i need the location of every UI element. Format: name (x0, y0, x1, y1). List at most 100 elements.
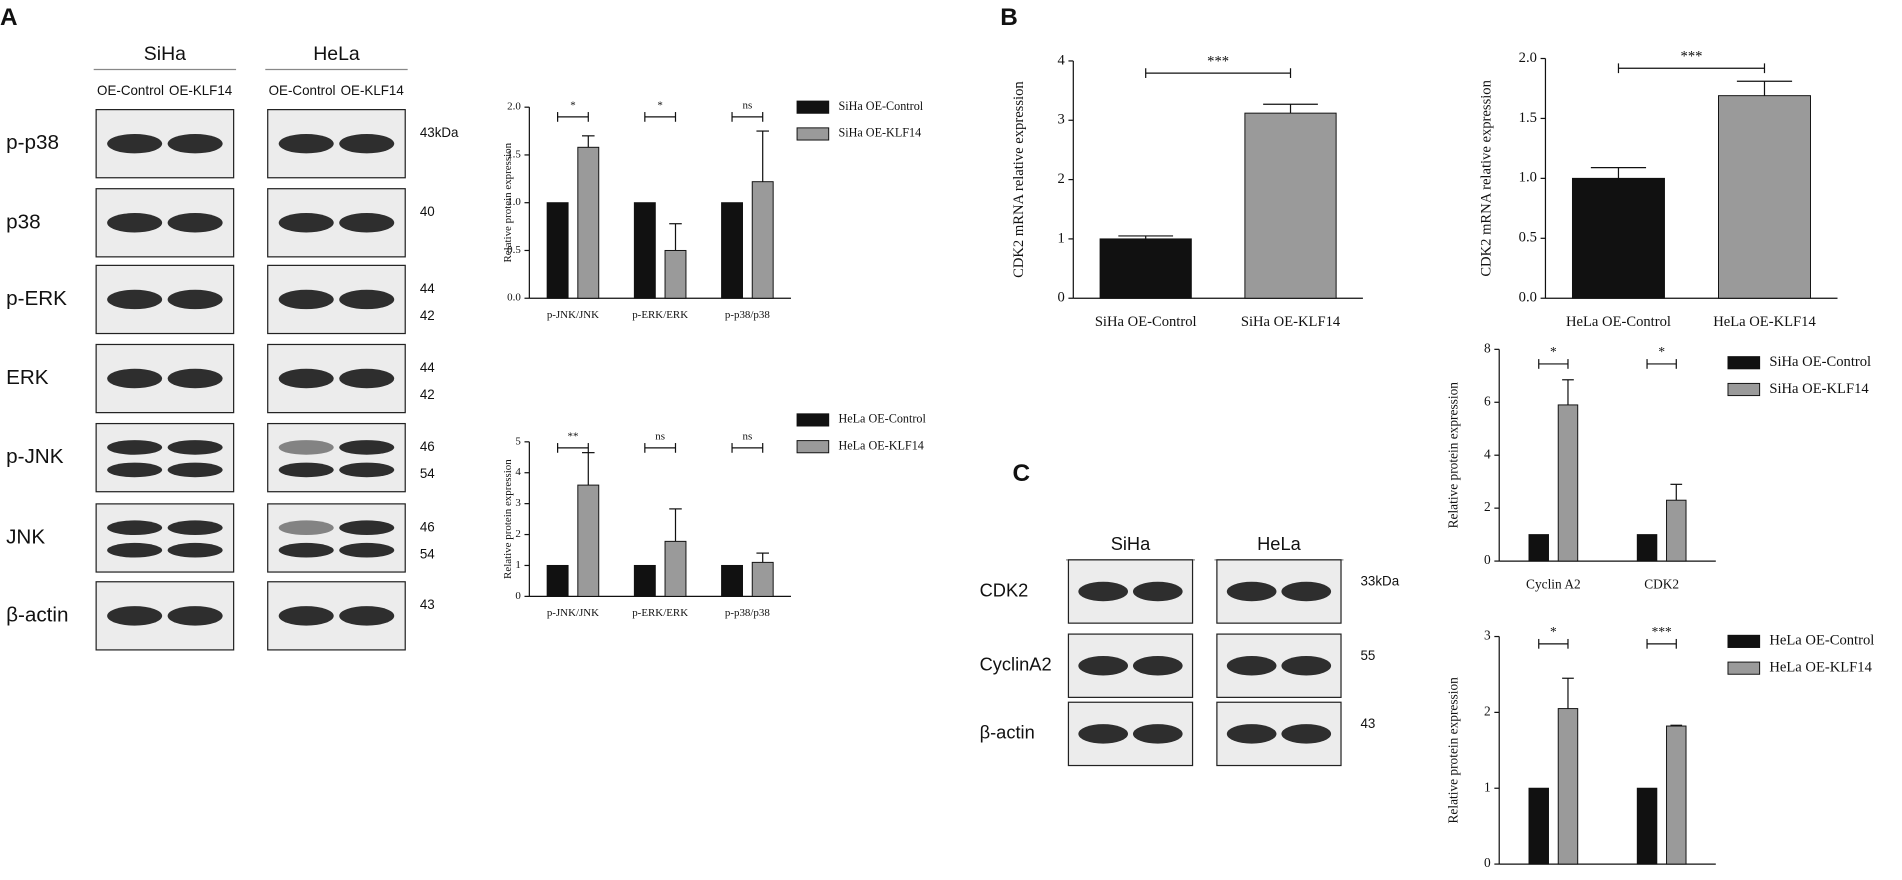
sig-label: *** (1681, 49, 1703, 65)
x-tick-label: p-ERK/ERK (632, 309, 688, 321)
legend-label: SiHa OE-KLF14 (1769, 381, 1869, 397)
protein-label: p-p38 (6, 131, 59, 154)
y-axis-label: CDK2 mRNA relative expression (1478, 79, 1494, 276)
sig-label: ns (743, 99, 753, 111)
blot-band (167, 213, 223, 233)
blot-band (278, 606, 334, 626)
blot-band (1281, 724, 1332, 744)
y-tick-label: 2.0 (507, 101, 521, 113)
y-axis-label: Relative protein expression (502, 459, 514, 579)
x-tick-label: CDK2 (1644, 576, 1679, 591)
y-tick-label: 1.5 (507, 148, 521, 160)
blot-band (167, 440, 223, 455)
y-tick-label: 0.5 (507, 244, 521, 256)
bar (1099, 238, 1192, 299)
blot-band (339, 368, 395, 389)
error-bar (1736, 80, 1793, 96)
error-bar (1670, 483, 1683, 501)
error-bar (669, 508, 682, 542)
protein-label: β-actin (980, 722, 1035, 743)
cell-line-header: SiHa (1111, 533, 1151, 554)
legend-label: SiHa OE-Control (838, 99, 923, 113)
y-tick-label: 1 (1057, 230, 1064, 246)
bar (664, 249, 687, 299)
bar (577, 146, 600, 299)
bar (1666, 725, 1687, 865)
protein-label: ERK (6, 366, 49, 389)
y-tick-label: 1.0 (1519, 170, 1537, 186)
sig-label: * (657, 99, 662, 111)
y-tick-label: 1.0 (507, 196, 521, 208)
legend-swatch (796, 100, 830, 114)
bar (1636, 787, 1658, 865)
sig-label: * (1550, 344, 1557, 359)
y-tick-label: 0.5 (1519, 230, 1537, 246)
y-axis-label: Relative protein expression (1445, 677, 1460, 824)
blot-band (278, 368, 334, 389)
cell-line-header: HeLa (313, 43, 360, 65)
condition-label: OE-KLF14 (169, 83, 233, 98)
error-bar (1118, 235, 1174, 239)
y-tick-label: 2 (1484, 703, 1491, 718)
y-tick-label: 0 (1057, 290, 1064, 306)
legend-swatch (796, 127, 830, 141)
bar (1528, 787, 1549, 865)
x-tick-label: p-p38/p38 (725, 607, 770, 619)
blot-band (339, 289, 395, 310)
sig-label: ns (743, 430, 753, 442)
blot-band (1132, 655, 1183, 676)
error-bar (1263, 103, 1318, 114)
bar (546, 202, 569, 299)
y-tick-label: 2 (1057, 171, 1064, 187)
legend-swatch (1727, 634, 1761, 648)
legend-swatch (1727, 356, 1761, 370)
size-label: 55 (1360, 648, 1375, 663)
y-tick-label: 0 (515, 590, 521, 602)
panel-label: A (0, 4, 18, 31)
y-tick-label: 2.0 (1519, 50, 1537, 66)
blot-band (1281, 581, 1332, 602)
blot-band (167, 462, 223, 478)
bar (751, 561, 774, 597)
sig-label: * (570, 99, 575, 111)
x-tick-label: p-JNK/JNK (547, 607, 599, 619)
blot-band (167, 542, 223, 558)
blot-band (167, 606, 223, 626)
y-tick-label: 4 (1484, 446, 1491, 461)
blot-band (339, 440, 395, 455)
protein-label: CDK2 (980, 579, 1029, 600)
cell-line-header: SiHa (144, 43, 186, 65)
y-tick-label: 3 (1057, 112, 1064, 128)
protein-label: p-ERK (6, 287, 67, 310)
size-label: 42 (420, 387, 435, 402)
y-tick-label: 8 (1484, 340, 1491, 355)
blot-box (267, 503, 406, 573)
blot-band (1226, 724, 1277, 744)
bar (1557, 404, 1579, 562)
y-axis-label: CDK2 mRNA relative expression (1011, 81, 1027, 278)
size-label: 54 (420, 466, 435, 481)
error-bar (756, 552, 769, 563)
condition-label: OE-Control (269, 83, 336, 98)
bar (1571, 177, 1665, 299)
blot-band (278, 440, 334, 455)
blot-band (339, 606, 395, 626)
blot-band (339, 133, 395, 154)
size-label: 43kDa (420, 125, 459, 140)
size-label: 44 (420, 360, 435, 375)
blot-band (167, 133, 223, 154)
legend-label: HeLa OE-KLF14 (1769, 660, 1872, 676)
bar (633, 564, 656, 597)
legend-label: SiHa OE-Control (1769, 354, 1871, 370)
legend-swatch (796, 413, 830, 427)
y-tick-label: 1 (1484, 779, 1491, 794)
blot-box (267, 422, 406, 493)
bar (546, 564, 569, 597)
panel-label: B (1000, 4, 1018, 31)
size-label: 42 (420, 308, 435, 323)
condition-label: OE-KLF14 (341, 83, 405, 98)
bar (577, 484, 600, 597)
blot-band (107, 520, 163, 536)
legend-label: SiHa OE-KLF14 (838, 126, 921, 140)
